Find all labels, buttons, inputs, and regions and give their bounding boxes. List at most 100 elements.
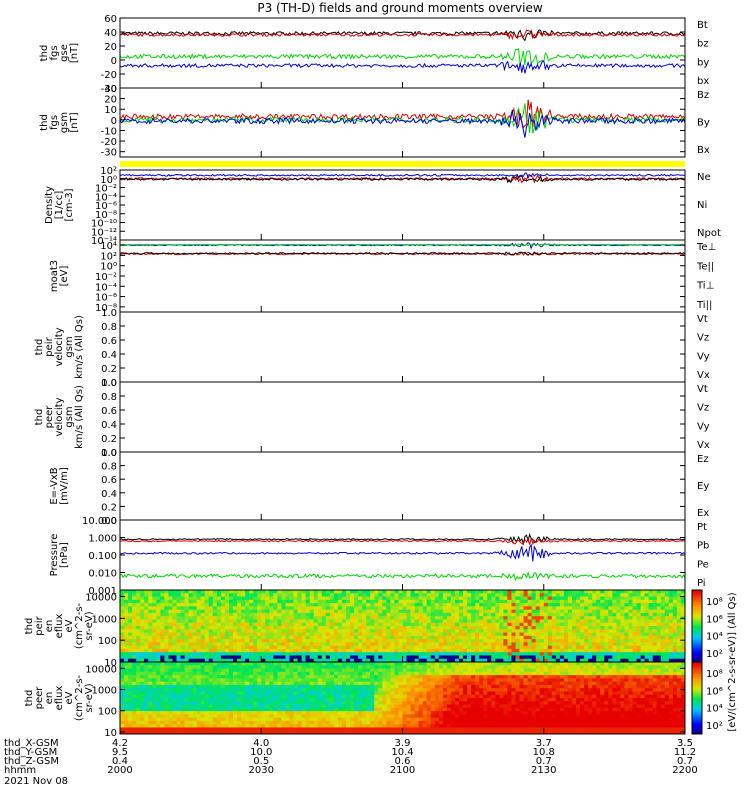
spectrogram-cell bbox=[559, 599, 565, 604]
spectrogram-cell bbox=[208, 642, 214, 647]
spectrogram-cell bbox=[200, 668, 206, 673]
spectrogram-cell bbox=[128, 596, 133, 601]
spectrogram-cell bbox=[555, 622, 561, 627]
spectrogram-cell bbox=[672, 629, 678, 633]
spectrogram-cell bbox=[511, 599, 516, 604]
spectrogram-cell bbox=[164, 622, 169, 627]
spectrogram-cell bbox=[572, 639, 577, 643]
spectrogram-cell bbox=[341, 603, 347, 607]
spectrogram-cell bbox=[422, 648, 428, 653]
spectrogram-cell bbox=[277, 622, 282, 627]
spectrogram-cell bbox=[547, 590, 553, 594]
spectrogram-cell bbox=[249, 730, 254, 735]
spectrogram-cell bbox=[600, 642, 605, 647]
spectrogram-cell bbox=[265, 599, 270, 604]
spectrogram-cell bbox=[580, 590, 585, 594]
spectrogram-cell bbox=[350, 642, 355, 647]
spectrogram-cell bbox=[592, 622, 597, 627]
spectrogram-cell bbox=[196, 629, 202, 633]
spectrogram-cell bbox=[390, 671, 395, 676]
spectrogram-cell bbox=[233, 599, 238, 604]
spectrogram-cell bbox=[313, 590, 319, 594]
spectrogram-cell bbox=[402, 717, 407, 722]
series-line-Ti|| bbox=[119, 243, 685, 247]
spectrogram-cell bbox=[567, 655, 573, 660]
spectrogram-cell bbox=[228, 662, 234, 666]
spectrogram-cell bbox=[289, 720, 294, 725]
spectrogram-cell bbox=[228, 648, 234, 653]
spectrogram-cell bbox=[459, 635, 464, 640]
spectrogram-cell bbox=[220, 622, 226, 627]
spectrogram-cell bbox=[576, 590, 581, 594]
spectrogram-cell bbox=[616, 599, 621, 604]
ytick-label: 0.0 bbox=[101, 448, 117, 459]
spectrogram-cell bbox=[378, 612, 383, 617]
spectrogram-cell bbox=[632, 629, 637, 633]
spectrogram-cell bbox=[333, 606, 339, 611]
spectrogram-cell bbox=[148, 622, 153, 627]
spectrogram-cell bbox=[333, 694, 339, 699]
spectrogram-cell bbox=[228, 675, 234, 679]
spectrogram-cell bbox=[632, 639, 637, 643]
spectrogram-cell bbox=[148, 606, 153, 611]
spectrogram-cell bbox=[180, 707, 185, 712]
spectrogram-cell bbox=[317, 645, 323, 650]
spectrogram-cell bbox=[241, 684, 246, 689]
spectrogram-cell bbox=[144, 590, 149, 594]
spectrogram-cell bbox=[346, 678, 351, 683]
spectrogram-cell bbox=[644, 652, 650, 656]
spectrogram-cell bbox=[515, 655, 520, 660]
spectrogram-cell bbox=[346, 711, 351, 715]
spectrogram-cell bbox=[317, 711, 323, 715]
spectrogram-cell bbox=[224, 684, 230, 689]
spectrogram-cell bbox=[668, 596, 674, 601]
spectrogram-cell bbox=[341, 599, 347, 604]
spectrogram-cell bbox=[253, 590, 258, 594]
spectrogram-cell bbox=[184, 707, 190, 712]
spectrogram-cell bbox=[329, 701, 335, 705]
spectrogram-cell bbox=[124, 652, 129, 656]
spectrogram-cell bbox=[144, 688, 149, 692]
spectrogram-cell bbox=[289, 635, 294, 640]
legend-Pe: Pe bbox=[697, 559, 709, 570]
spectrogram-cell bbox=[612, 629, 617, 633]
spectrogram-cell bbox=[580, 648, 585, 653]
spectrogram-cell bbox=[632, 648, 637, 653]
spectrogram-cell bbox=[204, 606, 210, 611]
spectrogram-cell bbox=[289, 727, 294, 732]
spectrogram-cell bbox=[237, 701, 242, 705]
spectrogram-cell bbox=[325, 599, 331, 604]
spectrogram-cell bbox=[483, 642, 488, 647]
spectrogram-cell bbox=[559, 603, 565, 607]
spectrogram-cell bbox=[350, 655, 355, 660]
spectrogram-cell bbox=[668, 619, 674, 624]
spectrogram-cell bbox=[676, 590, 682, 594]
spectrogram-cell bbox=[285, 665, 290, 669]
spectrogram-cell bbox=[442, 609, 448, 614]
spectrogram-cell bbox=[341, 642, 347, 647]
spectrogram-cell bbox=[410, 622, 416, 627]
spectrogram-cell bbox=[680, 642, 686, 647]
spectrogram-cell bbox=[398, 678, 403, 683]
spectrogram-cell bbox=[374, 684, 379, 689]
spectrogram-cell bbox=[140, 704, 145, 709]
spectrogram-cell bbox=[237, 612, 242, 617]
spectrogram-cell bbox=[277, 727, 282, 732]
spectrogram-cell bbox=[394, 681, 399, 686]
spectrogram-cell bbox=[341, 717, 347, 722]
spectrogram-cell bbox=[341, 652, 347, 656]
spectrogram-cell bbox=[168, 596, 173, 601]
spectrogram-cell bbox=[668, 599, 674, 604]
spectrogram-cell bbox=[555, 619, 561, 624]
spectrogram-cell bbox=[515, 626, 520, 630]
spectrogram-cell bbox=[358, 694, 363, 699]
spectrogram-cell bbox=[632, 635, 637, 640]
spectrogram-cell bbox=[293, 645, 298, 650]
spectrogram-cell bbox=[301, 724, 307, 728]
spectrogram-cell bbox=[660, 635, 666, 640]
spectrogram-cell bbox=[596, 599, 601, 604]
spectrogram-cell bbox=[249, 603, 254, 607]
spectrogram-cell bbox=[261, 727, 266, 732]
spectrogram-cell bbox=[176, 665, 181, 669]
spectrogram-cell bbox=[426, 632, 432, 637]
